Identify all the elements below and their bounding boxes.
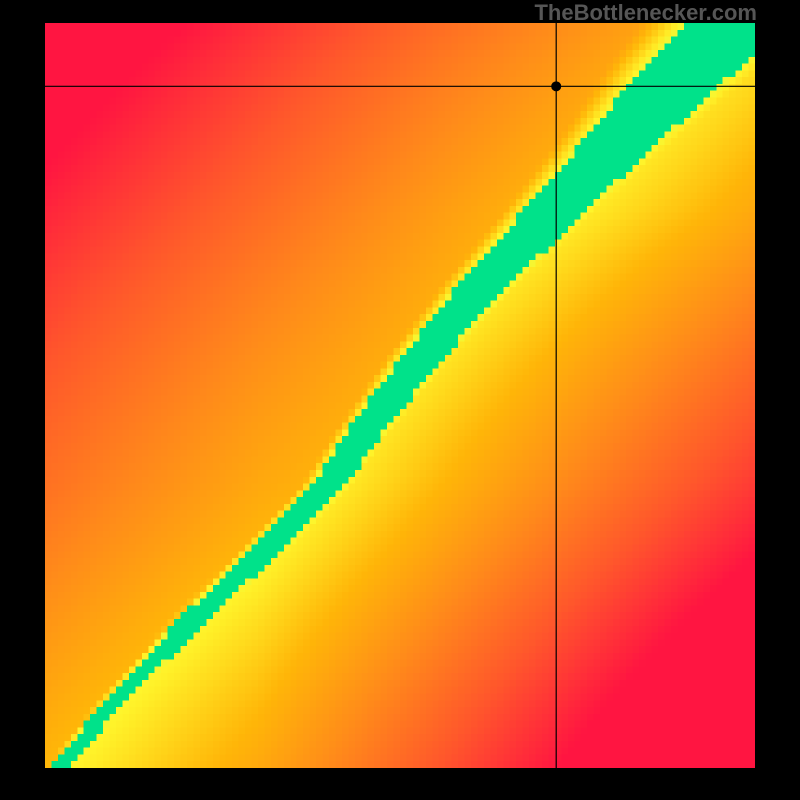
- watermark-text: TheBottlenecker.com: [534, 0, 757, 26]
- chart-container: TheBottlenecker.com: [0, 0, 800, 800]
- bottleneck-heatmap: [45, 23, 755, 768]
